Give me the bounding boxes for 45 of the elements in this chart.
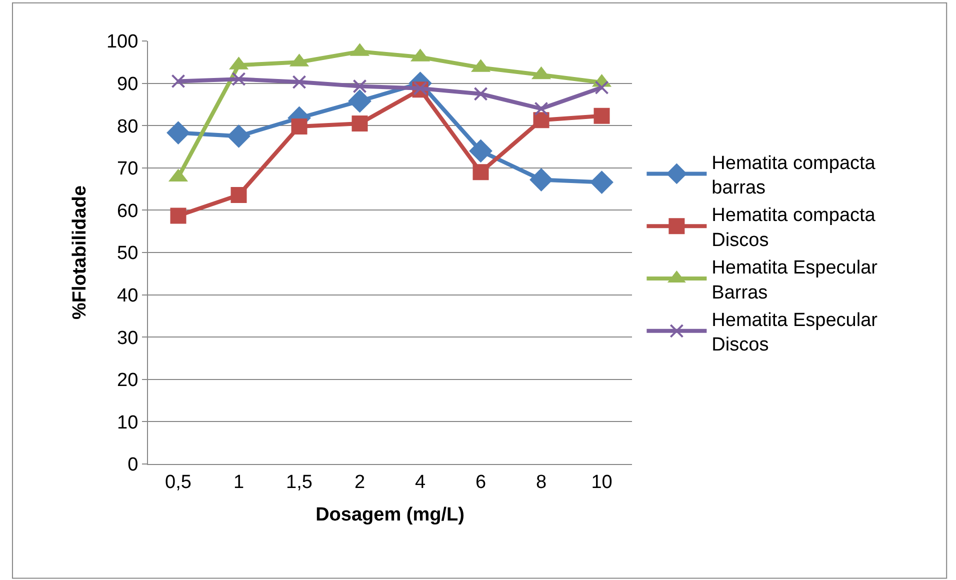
point: [230, 186, 247, 203]
y-tick-label: 80: [117, 116, 138, 138]
point: [352, 79, 367, 94]
point: [530, 168, 553, 192]
point: [170, 208, 186, 224]
legend-label: Hematita compacta barras: [712, 152, 876, 198]
y-tick-label: 10: [117, 412, 138, 434]
legend-label: Hematita compacta Discos: [712, 205, 876, 251]
y-tick-label: 50: [117, 243, 138, 264]
point: [472, 164, 489, 180]
point: [352, 115, 368, 132]
point: [474, 86, 488, 101]
x-axis-title: Dosagem (mg/L): [316, 504, 464, 526]
x-tick-label: 10: [591, 472, 612, 493]
x-tick-label: 8: [536, 472, 547, 493]
x-tick-label: 2: [354, 472, 366, 493]
point: [166, 121, 190, 144]
y-axis-title: %Flotabilidade: [69, 185, 90, 320]
point: [590, 170, 614, 194]
y-tick-label: 0: [128, 454, 138, 476]
y-tick-label: 60: [117, 200, 138, 222]
x-tick-label: 4: [414, 472, 426, 493]
point: [348, 89, 372, 113]
y-tick-label: 90: [117, 74, 138, 95]
legend-label: Hematita Especular Discos: [712, 310, 878, 356]
point: [292, 75, 306, 90]
y-tick-label: 40: [117, 285, 138, 306]
point: [533, 112, 550, 128]
point: [534, 102, 548, 116]
y-tick-label: 20: [117, 370, 138, 392]
x-tick-label: 6: [475, 472, 486, 493]
y-tick-label: 70: [117, 158, 138, 180]
point: [227, 124, 250, 148]
point: [291, 118, 308, 134]
x-tick-label: 1: [233, 472, 244, 493]
y-tick-label: 100: [106, 32, 138, 53]
x-tick-label: 1,5: [286, 472, 312, 493]
legend-label: Hematita Especular Barras: [712, 258, 878, 304]
point: [232, 72, 246, 86]
point: [594, 108, 610, 124]
point: [469, 139, 492, 163]
y-tick-label: 30: [117, 328, 138, 349]
point: [171, 74, 186, 88]
x-tick-label: 0,5: [165, 472, 192, 493]
point: [594, 80, 609, 95]
